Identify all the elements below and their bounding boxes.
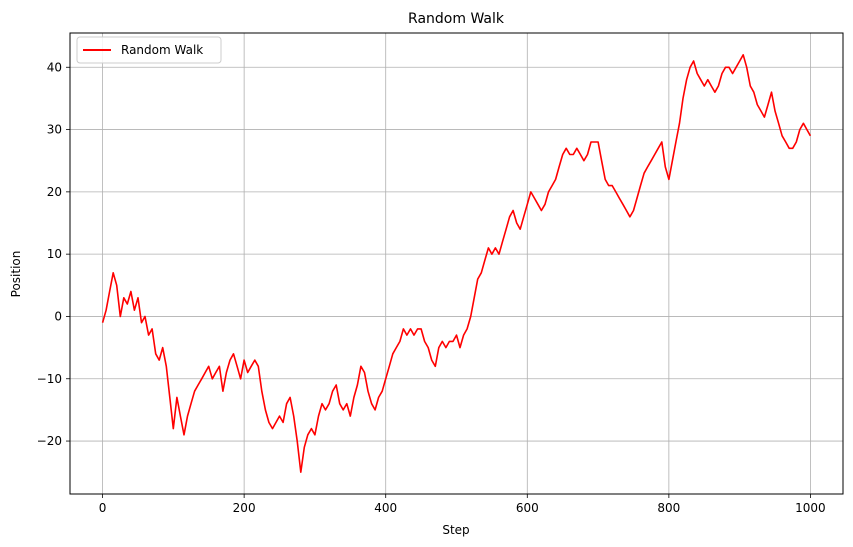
x-tick-label: 400 bbox=[374, 501, 397, 515]
axes-frame bbox=[69, 32, 844, 495]
y-tick-label: 30 bbox=[47, 123, 62, 137]
gridlines bbox=[70, 33, 843, 494]
legend-box bbox=[76, 36, 222, 64]
x-tick-label: 0 bbox=[99, 501, 107, 515]
x-tick-label: 800 bbox=[657, 501, 680, 515]
series-line bbox=[101, 53, 812, 474]
y-tick-label: −20 bbox=[37, 434, 62, 448]
x-axis-title: Step bbox=[442, 523, 469, 537]
x-tick-label: 600 bbox=[516, 501, 539, 515]
y-tick-label: 40 bbox=[47, 60, 62, 74]
y-tick-label: 0 bbox=[54, 309, 62, 323]
legend-label: Random Walk bbox=[121, 43, 203, 57]
chart-title: Random Walk bbox=[408, 11, 505, 27]
x-axis-ticks: 0 200 400 600 800 1000 bbox=[99, 494, 826, 515]
y-axis-ticks: −20 −10 0 10 20 30 40 bbox=[37, 60, 70, 448]
y-tick-label: −10 bbox=[37, 372, 62, 386]
y-tick-label: 20 bbox=[47, 185, 62, 199]
series-layer bbox=[101, 53, 812, 474]
x-tick-label: 200 bbox=[233, 501, 256, 515]
x-tick-label: 1000 bbox=[795, 501, 826, 515]
legend: Random Walk bbox=[76, 36, 222, 64]
y-tick-label: 10 bbox=[47, 247, 62, 261]
y-axis-title: Position bbox=[9, 251, 23, 298]
